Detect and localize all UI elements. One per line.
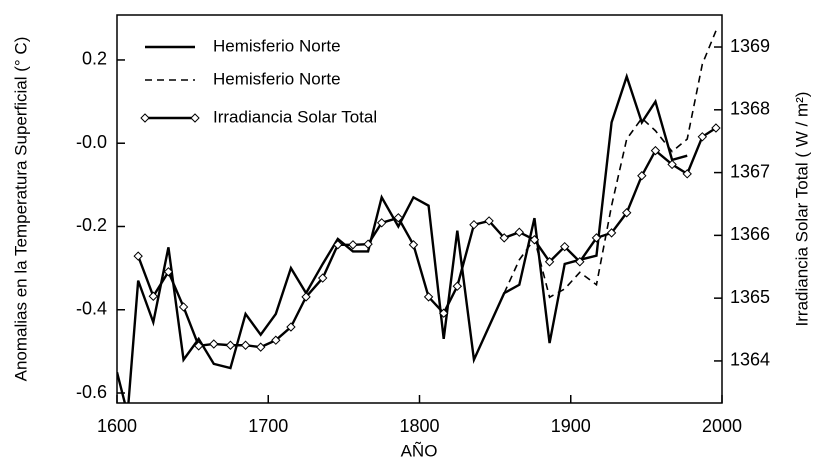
diamond-marker xyxy=(423,292,434,302)
diamond-marker xyxy=(271,335,281,345)
diamond-marker xyxy=(178,302,189,312)
diamond-marker xyxy=(529,235,540,245)
diamond-marker xyxy=(484,216,494,226)
y2-tick-label: 1366 xyxy=(730,224,770,244)
plot-marks xyxy=(117,30,721,403)
x-tick-label: 1700 xyxy=(248,416,288,436)
diamond-marker xyxy=(514,227,525,237)
diamond-marker xyxy=(317,273,328,283)
diamond-marker xyxy=(697,132,708,142)
x-tick-label: 1800 xyxy=(399,416,439,436)
x-axis-title: AÑO xyxy=(401,441,438,460)
legend-label: Irradiancia Solar Total xyxy=(213,107,377,126)
diamond-marker xyxy=(209,339,219,349)
diamond-marker xyxy=(240,340,251,350)
diamond-marker xyxy=(163,267,174,277)
y-tick-label: -0.6 xyxy=(76,382,107,402)
diamond-marker xyxy=(682,169,692,179)
series-line xyxy=(137,127,717,349)
diamond-marker xyxy=(286,322,296,332)
x-tick-label: 1600 xyxy=(97,416,137,436)
legend-marker xyxy=(190,113,200,123)
diamond-marker xyxy=(363,239,373,249)
x-tick-label: 2000 xyxy=(702,416,742,436)
diamond-marker xyxy=(575,257,585,267)
diamond-marker xyxy=(544,257,555,267)
y-tick-label: 0.2 xyxy=(82,49,107,69)
diamond-marker xyxy=(559,241,570,252)
diamond-marker xyxy=(193,341,204,351)
diamond-marker xyxy=(499,233,509,243)
diamond-marker xyxy=(301,292,311,302)
legend-label: Hemisferio Norte xyxy=(213,69,341,88)
y-tick-label: -0.0 xyxy=(76,132,107,152)
diamond-marker xyxy=(667,159,677,170)
legend-label: Hemisferio Norte xyxy=(213,36,341,55)
y-axis-title: Anomalias en la Temperatura Superficial … xyxy=(11,37,30,382)
diamond-marker xyxy=(133,251,143,261)
diamond-marker xyxy=(376,218,387,228)
diamond-marker xyxy=(469,219,479,230)
legend-marker xyxy=(140,113,150,123)
y2-tick-label: 1364 xyxy=(730,350,770,370)
diamond-marker xyxy=(622,208,632,218)
y2-tick-label: 1369 xyxy=(730,36,770,56)
series-line xyxy=(503,30,717,299)
y2-axis-title: Irradiancia Solar Total ( W / m²) xyxy=(792,92,811,327)
diamond-marker xyxy=(606,228,617,238)
diamond-marker xyxy=(711,123,721,133)
diamond-marker xyxy=(591,233,602,243)
diamond-marker xyxy=(148,291,159,301)
diamond-marker xyxy=(452,281,463,291)
diamond-marker xyxy=(650,145,661,156)
y-tick-label: -0.4 xyxy=(76,298,107,318)
y2-tick-label: 1368 xyxy=(730,99,770,119)
diamond-marker xyxy=(255,342,266,352)
diamond-marker xyxy=(348,240,358,250)
y2-tick-label: 1367 xyxy=(730,161,770,181)
series-line xyxy=(117,72,688,403)
diamond-marker xyxy=(333,240,343,250)
y-tick-label: -0.2 xyxy=(76,215,107,235)
diamond-marker xyxy=(637,171,647,181)
diamond-marker xyxy=(408,240,419,250)
diamond-marker xyxy=(225,340,236,350)
diamond-marker xyxy=(393,213,404,223)
y2-tick-label: 1365 xyxy=(730,287,770,307)
x-tick-label: 1900 xyxy=(551,416,591,436)
diamond-marker xyxy=(438,308,449,318)
